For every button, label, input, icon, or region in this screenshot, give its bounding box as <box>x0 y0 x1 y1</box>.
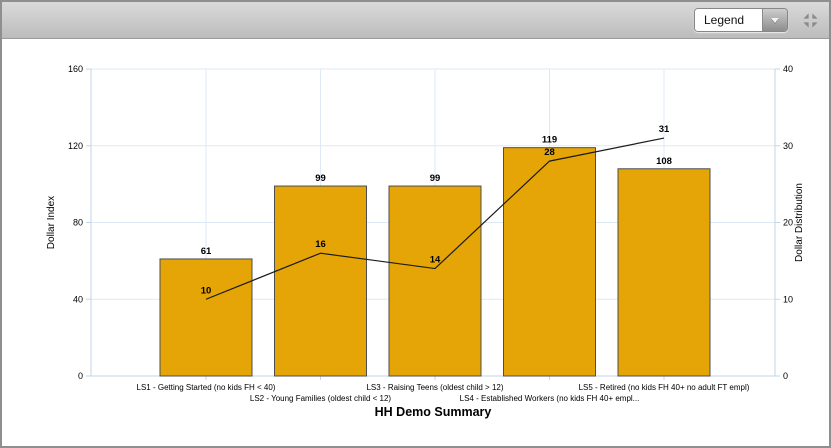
bar-value-label: 108 <box>656 156 672 167</box>
bar[interactable] <box>617 168 711 377</box>
y-right-tick-label: 30 <box>783 141 793 151</box>
bar-value-label: 61 <box>201 246 212 257</box>
y-left-tick-label: 120 <box>68 141 83 151</box>
y-right-tick-label: 40 <box>783 64 793 74</box>
y-right-tick-label: 10 <box>783 294 793 304</box>
legend-dropdown-value[interactable]: Legend <box>695 9 762 31</box>
x-axis-category-label: LS1 - Getting Started (no kids FH < 40) <box>137 383 276 392</box>
collapse-arrows-icon[interactable] <box>800 10 820 30</box>
chevron-down-icon <box>771 17 779 23</box>
chart-toolbar: Legend <box>2 2 829 39</box>
legend-dropdown[interactable]: Legend <box>694 8 788 32</box>
y-left-tick-label: 160 <box>68 64 83 74</box>
line-value-label: 14 <box>430 255 441 266</box>
y-axis-left-title: Dollar Index <box>46 196 57 249</box>
bar[interactable] <box>503 147 596 377</box>
chart-area: 61 99 99 119 108 10 16 14 28 31 0 40 80 120 160 0 10 20 30… <box>2 39 829 446</box>
line-value-label: 28 <box>544 147 555 158</box>
y-left-tick-label: 0 <box>78 371 83 381</box>
y-right-tick-label: 0 <box>783 371 788 381</box>
x-axis-title: HH Demo Summary <box>375 405 492 419</box>
y-left-tick-label: 40 <box>73 294 83 304</box>
line-value-label: 31 <box>659 124 670 135</box>
y-right-tick-label: 20 <box>783 218 793 228</box>
line-value-label: 16 <box>315 239 326 250</box>
x-axis-category-label: LS2 - Young Families (oldest child < 12) <box>250 394 392 403</box>
x-axis-category-label: LS3 - Raising Teens (oldest child > 12) <box>366 383 503 392</box>
bar-value-label: 99 <box>315 173 326 184</box>
combo-chart: 61 99 99 119 108 10 16 14 28 31 0 40 80 120 160 0 10 20 30… <box>46 64 805 419</box>
bar[interactable] <box>274 185 367 377</box>
line-value-label: 10 <box>201 285 212 296</box>
bar-value-label: 99 <box>430 173 441 184</box>
trend-line[interactable] <box>205 137 665 300</box>
bar[interactable] <box>159 258 253 377</box>
bar-value-label: 119 <box>542 135 557 146</box>
y-axis-right-title: Dollar Distribution <box>794 183 805 262</box>
y-left-tick-label: 80 <box>73 218 83 228</box>
collapse-arrows-glyph <box>802 12 818 28</box>
bar[interactable] <box>388 185 482 377</box>
x-axis-category-label: LS4 - Established Workers (no kids FH 40… <box>460 394 640 403</box>
legend-dropdown-arrow-button[interactable] <box>762 9 787 31</box>
x-axis-category-label: LS5 - Retired (no kids FH 40+ no adult F… <box>579 383 750 392</box>
